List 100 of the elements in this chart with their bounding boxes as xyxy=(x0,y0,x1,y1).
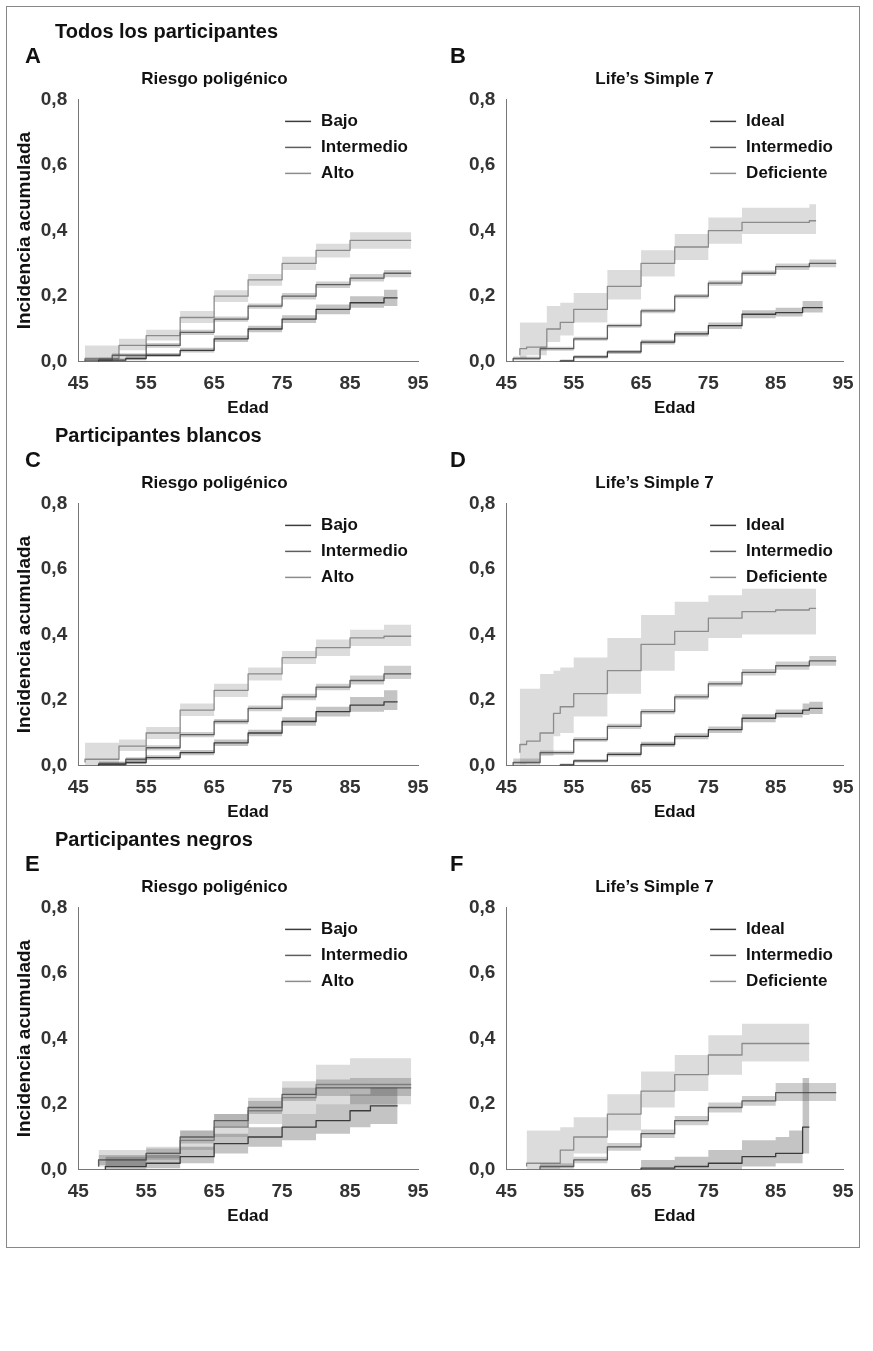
x-tick-label: 65 xyxy=(630,776,653,798)
x-tick-label: 65 xyxy=(203,1180,226,1202)
chart-title: Life’s Simple 7 xyxy=(595,472,714,492)
x-tick-label: 75 xyxy=(697,776,720,798)
x-tick-label: 45 xyxy=(495,776,518,798)
legend-label: Intermedio xyxy=(321,137,409,157)
x-axis-title: Edad xyxy=(653,802,696,822)
x-tick-label: 75 xyxy=(271,372,294,394)
x-tick-label: 45 xyxy=(495,372,518,394)
legend-label: Intermedio xyxy=(321,541,409,561)
x-tick-label: 55 xyxy=(135,372,158,394)
x-tick-label: 45 xyxy=(67,372,90,394)
y-axis-title: Incidencia acumulada xyxy=(12,131,34,330)
y-tick-label: 0,8 xyxy=(468,895,496,917)
y-tick-label: 0,4 xyxy=(468,218,496,240)
y-tick-label: 0,8 xyxy=(468,491,496,513)
text: Participantes negros xyxy=(54,828,254,851)
y-tick-label: 0,0 xyxy=(40,1158,68,1180)
y-tick-label: 0,0 xyxy=(468,1158,496,1180)
y-tick-label: 0,4 xyxy=(468,1026,496,1048)
x-tick-label: 55 xyxy=(563,372,585,394)
legend-label: Intermedio xyxy=(746,945,834,965)
y-tick-label: 0,0 xyxy=(468,350,496,372)
y-tick-label: 0,4 xyxy=(40,1026,68,1048)
y-tick-label: 0,4 xyxy=(40,622,68,644)
x-tick-label: 85 xyxy=(339,372,362,394)
x-tick-label: 85 xyxy=(339,776,362,798)
x-tick-label: 45 xyxy=(67,1180,90,1202)
y-tick-label: 0,8 xyxy=(40,491,68,513)
text: E xyxy=(25,851,41,877)
x-tick-label: 65 xyxy=(203,372,226,394)
x-tick-label: 65 xyxy=(203,776,226,798)
chart-title: Life’s Simple 7 xyxy=(595,876,714,896)
x-tick-label: 45 xyxy=(67,776,90,798)
x-tick-label: 95 xyxy=(832,776,854,798)
y-tick-label: 0,2 xyxy=(40,688,68,710)
x-tick-label: 85 xyxy=(765,372,787,394)
y-tick-label: 0,6 xyxy=(468,557,496,579)
x-tick-label: 55 xyxy=(135,1180,158,1202)
chart-title: Riesgo poligénico xyxy=(141,68,288,88)
x-axis-title: Edad xyxy=(227,802,269,822)
x-tick-label: 55 xyxy=(563,1180,585,1202)
y-tick-label: 0,2 xyxy=(40,1092,68,1114)
x-tick-label: 85 xyxy=(339,1180,362,1202)
legend-label: Bajo xyxy=(321,515,358,535)
y-tick-label: 0,0 xyxy=(40,754,68,776)
y-tick-label: 0,8 xyxy=(40,895,68,917)
legend-label: Intermedio xyxy=(321,945,409,965)
x-axis-title: Edad xyxy=(653,398,696,418)
legend-label: Intermedio xyxy=(746,541,834,561)
text: C xyxy=(25,447,42,473)
legend-label: Ideal xyxy=(746,515,785,535)
legend-label: Ideal xyxy=(746,111,785,131)
x-tick-label: 55 xyxy=(563,776,585,798)
y-tick-label: 0,2 xyxy=(468,1092,496,1114)
x-tick-label: 75 xyxy=(271,1180,294,1202)
y-tick-label: 0,8 xyxy=(40,87,68,109)
y-tick-label: 0,0 xyxy=(468,754,496,776)
x-axis-title: Edad xyxy=(227,1206,269,1226)
x-tick-label: 95 xyxy=(407,372,429,394)
x-tick-label: 75 xyxy=(697,372,720,394)
legend-label: Bajo xyxy=(321,919,358,939)
text: D xyxy=(450,447,467,473)
y-tick-label: 0,0 xyxy=(40,350,68,372)
x-tick-label: 55 xyxy=(135,776,158,798)
y-tick-label: 0,2 xyxy=(468,284,496,306)
text: Participantes blancos xyxy=(54,424,263,447)
legend-label: Ideal xyxy=(746,919,785,939)
x-tick-label: 65 xyxy=(630,372,653,394)
y-tick-label: 0,4 xyxy=(468,622,496,644)
text: Todos los participantes xyxy=(54,20,279,43)
legend-label: Bajo xyxy=(321,111,358,131)
legend-label: Deficiente xyxy=(746,971,828,991)
y-tick-label: 0,6 xyxy=(40,961,68,983)
text: B xyxy=(450,43,467,69)
legend-label: Alto xyxy=(321,163,355,183)
legend-label: Deficiente xyxy=(746,567,828,587)
chart-title: Riesgo poligénico xyxy=(141,472,288,492)
x-tick-label: 75 xyxy=(697,1180,720,1202)
text: F xyxy=(450,851,465,877)
legend-label: Alto xyxy=(321,971,355,991)
y-tick-label: 0,4 xyxy=(40,218,68,240)
x-axis-title: Edad xyxy=(227,398,269,418)
x-axis-title: Edad xyxy=(653,1206,696,1226)
y-tick-label: 0,2 xyxy=(468,688,496,710)
x-tick-label: 95 xyxy=(832,372,854,394)
chart-title: Life’s Simple 7 xyxy=(595,68,714,88)
y-axis-title: Incidencia acumulada xyxy=(12,939,34,1138)
x-tick-label: 95 xyxy=(407,776,429,798)
x-tick-label: 95 xyxy=(407,1180,429,1202)
y-tick-label: 0,6 xyxy=(40,153,68,175)
text: A xyxy=(25,43,42,69)
x-tick-label: 75 xyxy=(271,776,294,798)
y-tick-label: 0,6 xyxy=(468,153,496,175)
legend-label: Intermedio xyxy=(746,137,834,157)
y-tick-label: 0,6 xyxy=(40,557,68,579)
y-tick-label: 0,6 xyxy=(468,961,496,983)
x-tick-label: 45 xyxy=(495,1180,518,1202)
x-tick-label: 85 xyxy=(765,1180,787,1202)
x-tick-label: 95 xyxy=(832,1180,854,1202)
